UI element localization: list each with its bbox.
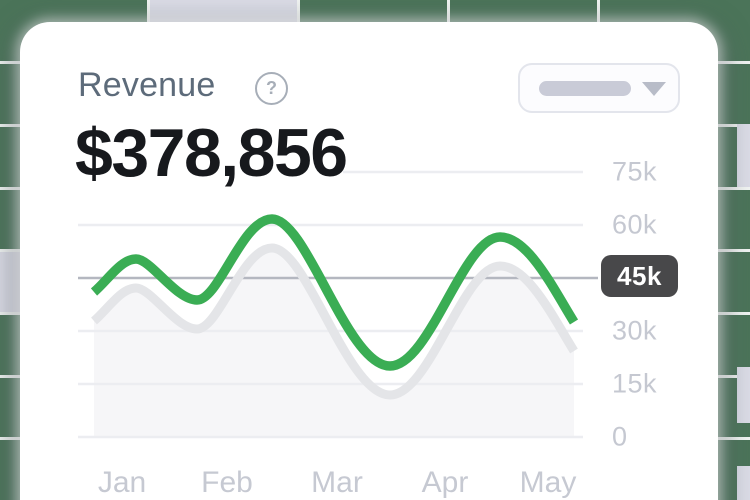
series-current-line — [90, 214, 579, 371]
xtick-may: May — [519, 466, 577, 499]
bg-highlight-cell — [737, 124, 750, 187]
xtick-apr: Apr — [421, 466, 469, 499]
series-previous-area — [94, 248, 574, 436]
xtick-feb: Feb — [201, 466, 253, 499]
ytick-15k: 15k — [612, 368, 658, 399]
ytick-60k: 60k — [612, 209, 658, 240]
ytick-0: 0 — [612, 421, 628, 452]
help-icon-glyph: ? — [266, 78, 277, 98]
xtick-jan: Jan — [97, 466, 147, 499]
dropdown-placeholder-pill — [539, 81, 631, 96]
bg-highlight-cell — [737, 367, 750, 423]
chevron-down-icon — [642, 82, 666, 96]
ytick-75k: 75k — [612, 156, 658, 187]
bg-highlight-cell — [737, 466, 750, 500]
bg-highlight-cell — [0, 252, 20, 312]
series-previous-line — [90, 243, 578, 400]
revenue-total: $378,856 — [75, 115, 348, 191]
revenue-card: Revenue ? $378,856 75k 60k 45k 30k 15k 0… — [20, 22, 718, 500]
xtick-mar: Mar — [311, 466, 363, 499]
help-icon[interactable]: ? — [255, 72, 288, 105]
period-dropdown[interactable] — [518, 63, 680, 113]
revenue-chart — [78, 170, 598, 439]
ytick-45k-badge: 45k — [601, 255, 678, 297]
card-title: Revenue — [78, 66, 216, 104]
ytick-30k: 30k — [612, 315, 658, 346]
